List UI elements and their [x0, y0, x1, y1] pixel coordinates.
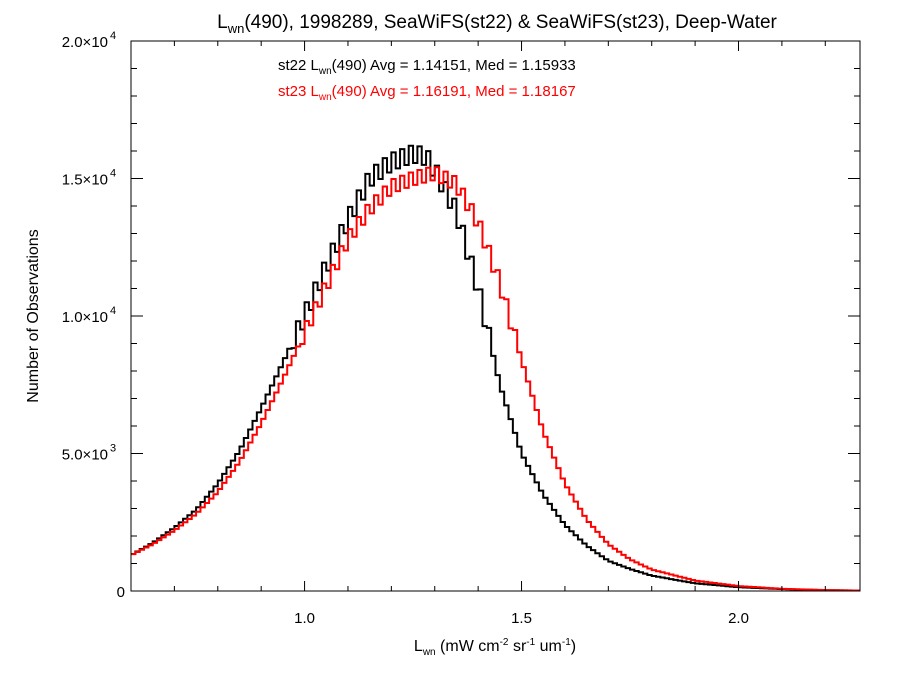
y-tick-exponent-1: 3 [110, 443, 116, 455]
legend: st22 Lwn(490) Avg = 1.14151, Med = 1.159… [278, 57, 576, 103]
xlabel-part4: ) [571, 638, 576, 655]
y-tick-exponent-4: 4 [110, 30, 116, 42]
series-1-histogram [131, 144, 860, 592]
series-2-histogram [131, 166, 860, 592]
y-axis-label: Number of Observations [25, 229, 42, 402]
series-layer [131, 144, 860, 592]
series-1 [131, 144, 860, 592]
ticks-layer: 1.0 1.5 2.005.0×10 31.0×10 41.5×10 42.0×10 4 [62, 30, 860, 627]
legend-entry-st22: st22 Lwn(490) Avg = 1.14151, Med = 1.159… [278, 57, 576, 77]
y-tick-label-0: 0 [117, 584, 125, 601]
y-tick-label-2: 1.0×10 [62, 309, 108, 326]
y-tick-label-4: 2.0×10 [62, 34, 108, 51]
xlabel-prefix: L [414, 638, 423, 655]
legend-st23-post: (490) Avg = 1.16191, Med = 1.18167 [332, 83, 576, 100]
xlabel-exp2: -1 [526, 637, 535, 648]
x-axis-label: Lwn (mW cm-2 sr-1 um-1) [414, 637, 576, 658]
legend-st23-pre: st23 L [278, 83, 319, 100]
xlabel-exp3: -1 [562, 637, 571, 648]
xlabel-part2: sr [509, 638, 527, 655]
y-tick-exponent-3: 4 [110, 168, 116, 180]
xlabel-sub: wn [422, 647, 436, 658]
y-tick-exponent-2: 4 [110, 305, 116, 317]
x-tick-label-2: 2.0 [728, 610, 749, 627]
x-tick-label-0: 1.0 [294, 610, 315, 627]
legend-st22-pre: st22 L [278, 57, 319, 74]
y-tick-label-1: 5.0×10 [62, 447, 108, 464]
chart-title: Lwn(490), 1998289, SeaWiFS(st22) & SeaWi… [217, 12, 777, 36]
title-prefix: L [217, 12, 228, 33]
title-rest: (490), 1998289, SeaWiFS(st22) & SeaWiFS(… [244, 12, 777, 33]
legend-entry-st23: st23 Lwn(490) Avg = 1.16191, Med = 1.181… [278, 83, 576, 103]
xlabel-part1: (mW cm [436, 638, 500, 655]
title-subscript: wn [227, 21, 245, 36]
plot-frame [130, 40, 861, 592]
y-tick-label-3: 1.5×10 [62, 172, 108, 189]
legend-st23-sub: wn [318, 92, 332, 103]
xlabel-exp1: -2 [500, 637, 509, 648]
x-tick-label-1: 1.5 [511, 610, 532, 627]
xlabel-part3: um [535, 638, 562, 655]
legend-st22-sub: wn [318, 66, 332, 77]
legend-st22-post: (490) Avg = 1.14151, Med = 1.15933 [332, 57, 576, 74]
series-2 [131, 166, 860, 592]
